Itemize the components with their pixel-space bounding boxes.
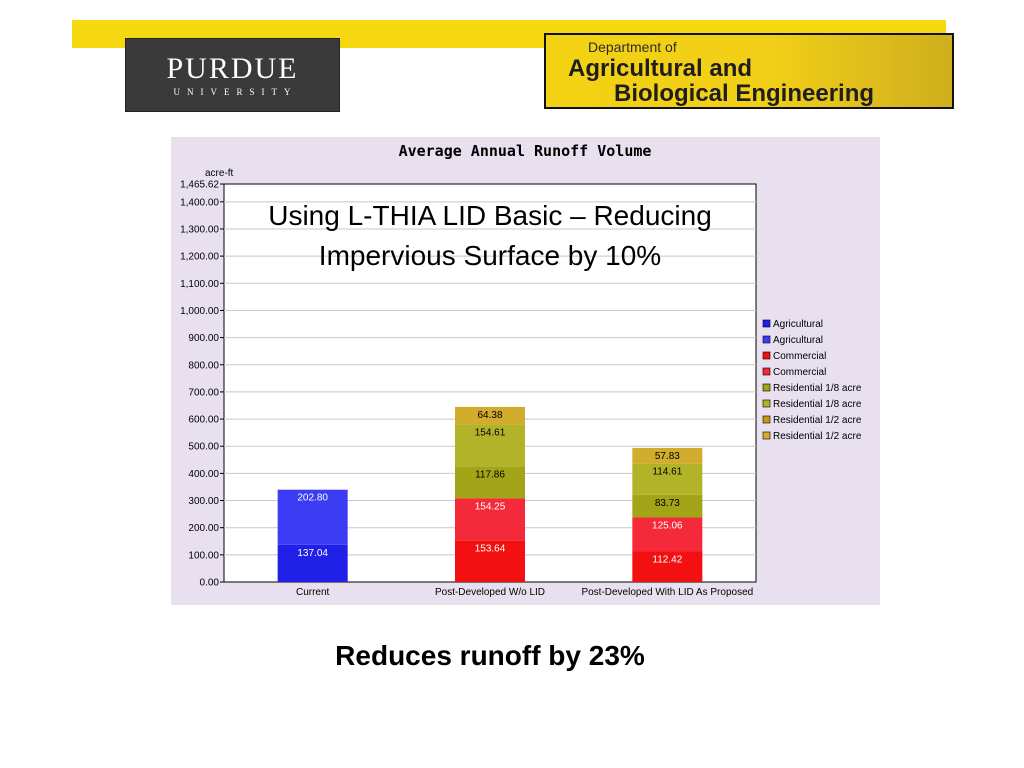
y-tick-label: 600.00: [188, 415, 219, 426]
x-tick-label: Post-Developed With LID As Proposed: [581, 587, 753, 598]
legend-label: Commercial: [773, 351, 826, 362]
legend-swatch: [762, 351, 771, 360]
data-label: 112.42: [652, 554, 682, 565]
y-tick-label: 500.00: [188, 442, 219, 453]
bar-segment: [632, 463, 703, 495]
y-tick-label: 700.00: [188, 387, 219, 398]
legend-label: Residential 1/8 acre: [773, 399, 862, 410]
data-label: 137.04: [297, 548, 328, 559]
y-tick-label: 1,465.62: [180, 180, 219, 191]
bar-segment: [632, 494, 703, 518]
y-tick-label: 900.00: [188, 333, 219, 344]
data-label: 153.64: [475, 543, 506, 554]
data-label: 114.61: [652, 467, 682, 478]
y-tick-label: 1,100.00: [180, 279, 219, 290]
data-label: 83.73: [655, 498, 680, 509]
department-logo: Department of Agricultural and Biologica…: [544, 33, 954, 109]
legend-label: Commercial: [773, 367, 826, 378]
y-tick-label: 1,300.00: [180, 224, 219, 235]
legend-swatch: [762, 319, 771, 328]
bar-segment: [455, 498, 525, 541]
bar-segment: [277, 544, 348, 582]
department-logo-line3: Biological Engineering: [614, 80, 875, 107]
legend-swatch: [762, 431, 771, 440]
department-logo-line2: Agricultural and: [568, 55, 753, 82]
legend-swatch: [762, 399, 771, 408]
chart-title: Average Annual Runoff Volume: [399, 142, 652, 160]
y-tick-label: 200.00: [188, 523, 219, 534]
slide-footer-text: Reduces runoff by 23%: [335, 640, 645, 671]
data-label: 57.83: [655, 451, 680, 462]
data-label: 154.61: [475, 427, 506, 438]
legend-label: Residential 1/2 acre: [773, 431, 862, 442]
bar-segment: [277, 489, 348, 545]
purdue-logo-wordmark: PURDUE: [166, 51, 299, 85]
legend-label: Agricultural: [773, 335, 823, 346]
legend-swatch: [762, 383, 771, 392]
x-tick-label: Post-Developed W/o LID: [435, 587, 545, 598]
legend-label: Residential 1/8 acre: [773, 383, 862, 394]
x-tick-label: Current: [296, 587, 330, 598]
bar-segment: [455, 540, 525, 582]
y-tick-label: 100.00: [188, 550, 219, 561]
data-label: 117.86: [475, 469, 505, 480]
data-label: 64.38: [477, 410, 502, 421]
runoff-volume-chart: Average Annual Runoff Volume acre-ft 0.00 1…: [180, 142, 862, 598]
legend-swatch: [762, 367, 771, 376]
data-label: 202.80: [297, 493, 328, 504]
purdue-university-logo: PURDUE UNIVERSITY: [125, 38, 340, 112]
y-tick-label: 800.00: [188, 360, 219, 371]
legend-label: Residential 1/2 acre: [773, 415, 862, 426]
bar-segment: [632, 447, 703, 464]
y-tick-label: 1,200.00: [180, 252, 219, 263]
y-axis-label: acre-ft: [205, 168, 234, 179]
data-label: 125.06: [652, 521, 683, 532]
y-tick-label: 400.00: [188, 469, 219, 480]
legend-swatch: [762, 415, 771, 424]
y-tick-label: 1,400.00: [180, 197, 219, 208]
bar-segment: [455, 406, 525, 425]
department-logo-line1: Department of: [588, 39, 677, 55]
data-label: 154.25: [475, 501, 506, 512]
bar-segment: [632, 517, 703, 552]
legend-label: Agricultural: [773, 319, 823, 330]
bar-segment: [455, 466, 525, 499]
y-tick-label: 300.00: [188, 496, 219, 507]
bar-segment: [632, 551, 703, 582]
y-tick-label: 0.00: [200, 578, 220, 589]
purdue-logo-subtitle: UNIVERSITY: [173, 86, 298, 97]
slide-overlay-title: Using L-THIA LID Basic – Reducing Imperv…: [268, 200, 712, 271]
chart-panel: Average Annual Runoff Volume acre-ft 0.00 1…: [171, 137, 880, 605]
y-tick-label: 1,000.00: [180, 306, 219, 317]
legend-swatch: [762, 335, 771, 344]
bar-segment: [455, 424, 525, 467]
